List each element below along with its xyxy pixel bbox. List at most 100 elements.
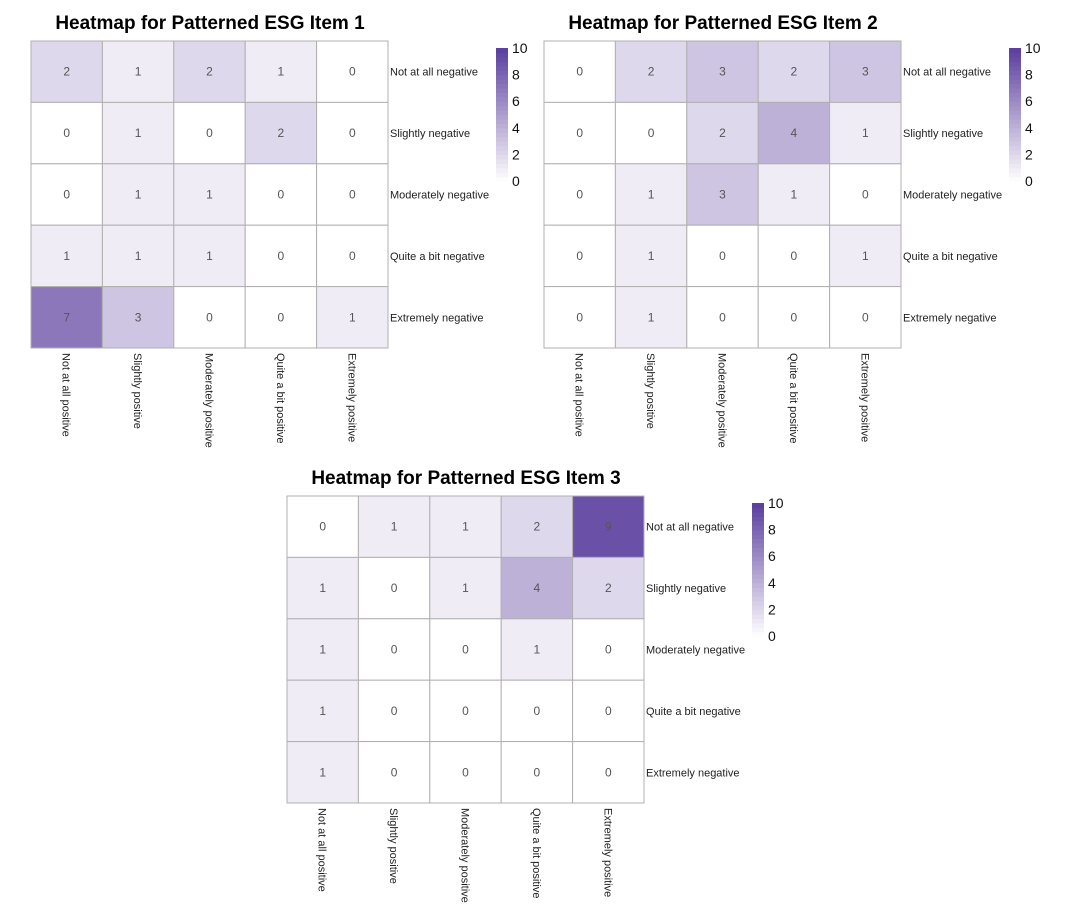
color-scale-segment (1009, 92, 1021, 98)
heatmap-cell (244, 101, 318, 165)
color-scale-segment (752, 596, 764, 602)
column-label: Slightly positive (131, 353, 143, 429)
row-label: Quite a bit negative (903, 251, 998, 263)
color-scale-segment (496, 118, 508, 124)
cell-value-label: 0 (278, 249, 285, 263)
row-label: Slightly negative (390, 128, 470, 140)
cell-value-label: 1 (206, 249, 213, 263)
cell-value-label: 3 (135, 310, 142, 324)
cell-value-label: 0 (862, 310, 869, 324)
heatmap-cell (316, 163, 389, 226)
column-label: Not at all positive (60, 353, 72, 437)
color-scale-segment (752, 516, 764, 522)
heatmap-cell (173, 163, 246, 226)
cell-value-label: 0 (462, 704, 469, 718)
heatmap-cell (757, 286, 831, 349)
color-scale-segment (1009, 172, 1021, 178)
color-scale-segment (752, 591, 764, 597)
chart-title: Heatmap for Patterned ESG Item 2 (568, 13, 878, 34)
cell-value-label: 0 (605, 765, 612, 779)
color-scale-segment (1009, 176, 1021, 182)
color-scale-segment (496, 149, 508, 155)
heatmap-cell (30, 163, 103, 226)
color-scale-segment (1009, 158, 1021, 164)
cell-value-label: 2 (534, 520, 541, 534)
color-scale-segment (496, 52, 508, 58)
heatmap-cell (757, 101, 831, 165)
cell-value-label: 2 (206, 65, 213, 79)
heatmap-cell (30, 101, 103, 165)
heatmap-cell (286, 741, 359, 804)
color-scale-segment (752, 538, 764, 544)
column-label: Slightly positive (644, 353, 656, 429)
color-scale-segment (752, 569, 764, 575)
cell-value-label: 0 (534, 704, 541, 718)
color-scale-segment (1009, 105, 1021, 111)
color-scale-segment (496, 79, 508, 85)
color-scale-segment (1009, 70, 1021, 76)
heatmap-cell (500, 556, 574, 620)
color-scale-segment (1009, 114, 1021, 120)
cell-value-label: 2 (648, 65, 655, 79)
color-scale-tick-label: 0 (768, 628, 776, 644)
heatmap-cell (429, 556, 502, 620)
heatmap-cell (286, 679, 359, 743)
color-scale-segment (496, 105, 508, 111)
color-scale-segment (1009, 56, 1021, 62)
color-scale-segment (496, 136, 508, 142)
cell-value-label: 0 (462, 643, 469, 657)
color-scale-tick-label: 6 (512, 93, 520, 109)
cell-value-label: 3 (862, 65, 869, 79)
color-scale-segment (1009, 83, 1021, 89)
color-scale-tick-label: 10 (512, 40, 528, 56)
color-scale-segment (496, 172, 508, 178)
color-scale-tick-label: 6 (768, 548, 776, 564)
cell-value-label: 9 (605, 520, 612, 534)
cell-value-label: 1 (319, 704, 326, 718)
cell-value-label: 2 (719, 126, 726, 140)
column-label: Quite a bit positive (787, 353, 799, 444)
color-scale-segment (752, 627, 764, 633)
color-scale-segment (752, 573, 764, 579)
row-label: Moderately negative (646, 645, 745, 657)
color-scale-segment (1009, 145, 1021, 151)
cell-value-label: 1 (462, 581, 469, 595)
heatmap-cell (357, 741, 431, 804)
color-scale-segment (752, 631, 764, 637)
color-scale-segment (1009, 110, 1021, 116)
heatmap-cell (429, 495, 502, 558)
cell-value-label: 0 (462, 765, 469, 779)
color-scale-segment (752, 609, 764, 615)
cell-value-label: 3 (719, 65, 726, 79)
cell-value-label: 0 (319, 520, 326, 534)
color-scale-segment (1009, 127, 1021, 133)
color-scale-segment (496, 176, 508, 182)
color-scale-segment (496, 48, 508, 54)
color-scale-segment (752, 604, 764, 610)
color-scale-segment (496, 74, 508, 80)
row-label: Extremely negative (646, 767, 740, 779)
color-scale-segment (1009, 167, 1021, 173)
heatmap-cell (101, 163, 175, 226)
color-scale-segment (1009, 149, 1021, 155)
heatmap-cell (286, 556, 359, 620)
color-scale-segment (752, 600, 764, 606)
heatmap-cell (357, 495, 431, 558)
row-label: Quite a bit negative (646, 706, 741, 718)
color-scale-segment (496, 141, 508, 147)
cell-value-label: 1 (135, 126, 142, 140)
cell-value-label: 1 (391, 520, 398, 534)
color-scale-segment (1009, 96, 1021, 102)
row-label: Quite a bit negative (390, 251, 485, 263)
color-scale-segment (752, 520, 764, 526)
cell-value-label: 1 (135, 65, 142, 79)
cell-value-label: 0 (278, 310, 285, 324)
row-label: Moderately negative (390, 190, 489, 202)
color-scale-tick-label: 4 (1025, 120, 1033, 136)
color-scale-tick-label: 8 (1025, 67, 1033, 83)
heatmap-cell (286, 618, 359, 681)
